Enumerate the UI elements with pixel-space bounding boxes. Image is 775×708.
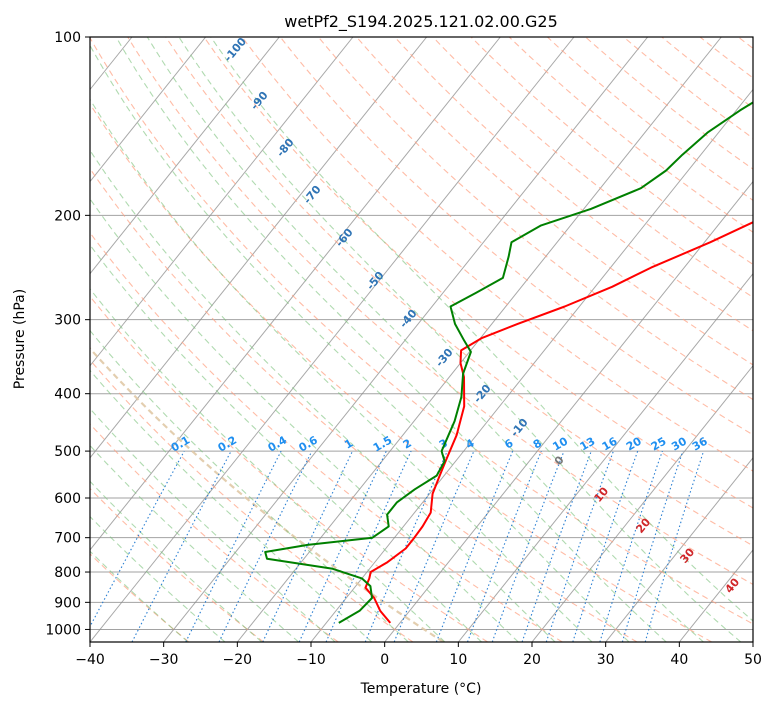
x-tick-label: −30 — [149, 652, 179, 668]
moist-adiabat-line — [90, 198, 519, 642]
x-tick-label: −40 — [75, 652, 105, 668]
mixing-ratio-line — [298, 450, 387, 642]
dry-adiabat-line — [90, 37, 753, 625]
moist-adiabat-line — [90, 44, 630, 642]
isotherm-line — [457, 272, 753, 642]
x-tick-label: 40 — [670, 652, 688, 668]
y-tick-label: 700 — [54, 531, 81, 547]
moist-adiabat-line — [90, 515, 226, 642]
x-axis-ticks: −40 −30 −20 −10 0 10 20 30 40 50 — [75, 642, 762, 668]
y-tick-label: 300 — [54, 313, 81, 329]
moist-adiabat-line — [210, 37, 753, 622]
isotherm-line — [384, 180, 753, 642]
y-tick-label: 900 — [54, 595, 81, 611]
dry-adiabat-line — [165, 37, 753, 547]
dry-adiabat-line — [317, 37, 753, 401]
moist-adiabat-line — [90, 407, 336, 642]
moist-adiabat-line — [178, 37, 742, 642]
y-tick-label: 1000 — [45, 622, 81, 638]
isotherm-grid — [90, 37, 753, 642]
mixing-ratio-line — [599, 450, 663, 642]
axes-frame — [89, 36, 754, 643]
mixing-ratio-line — [325, 450, 412, 642]
mixing-ratio-line — [621, 450, 684, 642]
moist-adiabat-line — [90, 149, 556, 642]
dewpoint-profile-line — [264, 101, 753, 624]
moist-adiabat-line — [90, 329, 409, 642]
mixing-ratio-line — [521, 450, 592, 642]
mixing-ratio-line — [262, 450, 353, 642]
x-tick-label: 50 — [744, 652, 762, 668]
dry-adiabat-line — [279, 37, 753, 436]
chart-title: wetPf2_S194.2025.121.02.00.G25 — [284, 12, 558, 32]
dry-adiabat-line — [90, 423, 339, 642]
moist-adiabat-line — [90, 288, 446, 642]
dry-adiabat-line — [432, 37, 753, 298]
isotherm-line — [90, 37, 428, 459]
moist-adiabat-line — [146, 37, 704, 642]
mixing-ratio-line — [393, 450, 475, 642]
y-axis-title: Pressure (hPa) — [12, 289, 28, 389]
mixing-ratio-line — [545, 450, 614, 642]
mixing-ratio-lines — [90, 450, 705, 642]
x-axis-title: Temperature (°C) — [360, 681, 482, 697]
isotherm-line — [90, 37, 207, 183]
isotherm-line — [163, 37, 649, 642]
isotherm-line — [605, 457, 753, 642]
x-tick-label: 20 — [523, 652, 541, 668]
moist-adiabat-line — [90, 480, 263, 642]
moist-adiabat-line — [90, 444, 299, 642]
y-tick-label: 200 — [54, 208, 81, 224]
isotherm-line — [90, 37, 575, 642]
dry-adiabat-line — [470, 37, 753, 266]
moist-adiabat-line — [90, 244, 482, 642]
mixing-ratio-line — [572, 450, 639, 642]
x-tick-label: −10 — [296, 652, 326, 668]
x-tick-label: 10 — [449, 652, 467, 668]
y-tick-label: 600 — [54, 491, 81, 507]
moist-adiabat-line — [90, 98, 593, 642]
mixing-ratio-line — [90, 450, 185, 628]
moist-adiabats — [90, 37, 753, 642]
profile-series — [264, 101, 753, 624]
dry-adiabats — [90, 37, 753, 642]
isotherm-line — [90, 37, 501, 551]
mixing-ratio-line — [644, 450, 705, 642]
x-tick-label: 0 — [380, 652, 389, 668]
dry-adiabat-line — [241, 37, 753, 472]
mixing-ratio-line — [218, 450, 313, 642]
isotherm-line — [90, 37, 280, 275]
x-tick-label: 30 — [597, 652, 615, 668]
dry-adiabat-line — [90, 346, 445, 642]
y-tick-label: 100 — [54, 30, 81, 46]
moist-adiabat-line — [115, 37, 667, 642]
isotherm-line — [90, 37, 354, 367]
moist-adiabat-line — [90, 369, 373, 642]
y-tick-label: 800 — [54, 565, 81, 581]
y-axis-ticks: 100 200 300 400 500 600 700 800 900 1000 — [45, 30, 90, 638]
x-tick-label: −20 — [223, 652, 253, 668]
y-tick-label: 400 — [54, 387, 81, 403]
dry-adiabat-line — [90, 102, 712, 642]
moist-adiabat-line — [90, 550, 189, 642]
dry-adiabat-line — [508, 37, 753, 233]
mixing-ratio-line — [364, 450, 448, 642]
isotherm-line — [531, 364, 753, 642]
dry-adiabat-line — [203, 37, 753, 509]
temperature-profile-line — [364, 221, 753, 624]
y-tick-label: 500 — [54, 444, 81, 460]
